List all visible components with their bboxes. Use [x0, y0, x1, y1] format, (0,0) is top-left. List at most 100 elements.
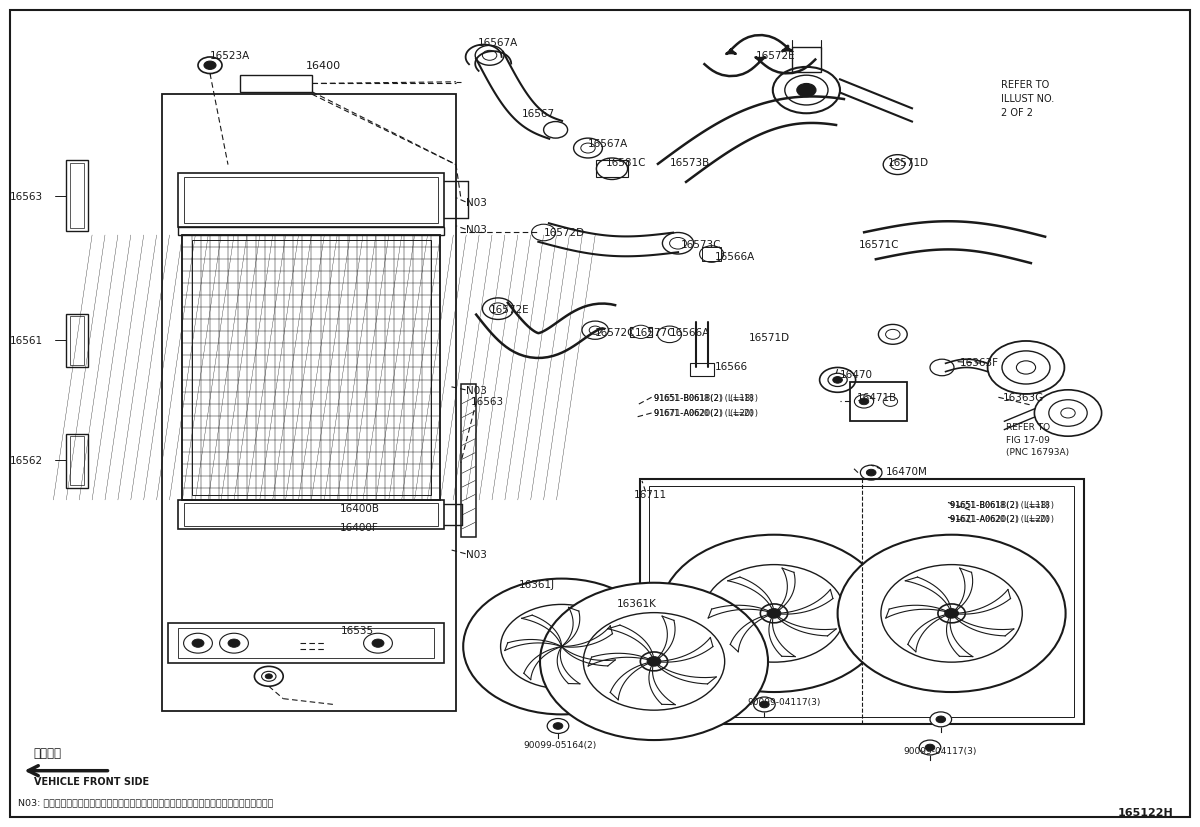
Circle shape [828, 374, 847, 387]
Circle shape [820, 368, 856, 393]
Circle shape [596, 159, 628, 180]
Circle shape [860, 466, 882, 480]
Bar [70, 437, 84, 485]
Circle shape [883, 397, 898, 407]
Text: 91671-A0620(2) (L=20): 91671-A0620(2) (L=20) [950, 515, 1056, 523]
Bar [70, 164, 84, 229]
Text: 16571D: 16571D [888, 158, 929, 168]
Text: 車両前方: 車両前方 [34, 746, 61, 759]
Text: 16566A: 16566A [715, 251, 756, 261]
Circle shape [540, 583, 768, 740]
Bar [184, 178, 438, 223]
Bar [702, 248, 721, 261]
Circle shape [544, 122, 568, 139]
Bar [461, 385, 476, 538]
Text: 91651-B0618(2) (L=18): 91651-B0618(2) (L=18) [654, 394, 760, 402]
Circle shape [532, 225, 556, 241]
Text: 16563: 16563 [10, 192, 43, 202]
Text: 91651-B0618(2) (L=18): 91651-B0618(2) (L=18) [950, 500, 1056, 509]
Circle shape [547, 719, 569, 734]
Text: 16361J: 16361J [518, 579, 554, 589]
Bar [690, 364, 714, 376]
Text: 16567: 16567 [522, 109, 556, 119]
Text: N03: N03 [466, 225, 486, 235]
Bar [184, 504, 438, 526]
Bar [240, 76, 312, 93]
Circle shape [919, 740, 941, 755]
Circle shape [838, 535, 1066, 692]
Bar [182, 236, 440, 500]
Text: 16572D: 16572D [544, 228, 584, 238]
Text: 16572E: 16572E [490, 304, 529, 314]
Bar [596, 161, 628, 178]
Circle shape [988, 342, 1064, 394]
Circle shape [372, 639, 384, 648]
Circle shape [364, 633, 392, 653]
Circle shape [859, 399, 869, 405]
Text: 16471B: 16471B [857, 393, 898, 403]
Circle shape [700, 246, 724, 263]
Circle shape [761, 605, 787, 623]
Text: 16363F: 16363F [960, 357, 998, 367]
Circle shape [1034, 390, 1102, 437]
Text: 16535: 16535 [341, 625, 374, 635]
Bar [192, 241, 431, 495]
Text: 91651-B0618(2) (L=18): 91651-B0618(2) (L=18) [654, 394, 754, 402]
Circle shape [936, 716, 946, 723]
Circle shape [641, 653, 667, 671]
Circle shape [866, 470, 876, 476]
Bar [630, 327, 652, 337]
Circle shape [854, 395, 874, 409]
Circle shape [574, 139, 602, 159]
Bar [178, 174, 444, 227]
Text: REFER TO
FIG 17-09
(PNC 16793A): REFER TO FIG 17-09 (PNC 16793A) [1006, 423, 1069, 457]
Circle shape [553, 723, 563, 729]
Circle shape [204, 62, 216, 70]
Text: 16567A: 16567A [588, 139, 629, 149]
Text: 16571C: 16571C [859, 240, 900, 250]
Text: 91671-A0620(2) (L=20): 91671-A0620(2) (L=20) [950, 515, 1050, 523]
Text: 90099-04117(3): 90099-04117(3) [748, 697, 821, 705]
Text: 90099-05164(2): 90099-05164(2) [523, 740, 596, 748]
Bar [168, 624, 444, 663]
Text: 16711: 16711 [634, 490, 667, 500]
Circle shape [631, 326, 650, 339]
Text: 16572E: 16572E [756, 51, 796, 61]
Text: 16361K: 16361K [617, 598, 656, 608]
Text: 16573C: 16573C [680, 240, 721, 250]
Circle shape [773, 68, 840, 114]
Circle shape [658, 327, 682, 343]
Bar [640, 480, 1084, 724]
Bar [178, 629, 434, 658]
Circle shape [1016, 361, 1036, 375]
Text: 16566: 16566 [715, 361, 749, 371]
Circle shape [878, 325, 907, 345]
Circle shape [662, 233, 694, 255]
Text: 16470M: 16470M [886, 466, 928, 476]
Circle shape [192, 639, 204, 648]
Circle shape [760, 701, 769, 708]
Text: 16567A: 16567A [478, 38, 518, 48]
Text: 16581C: 16581C [606, 158, 647, 168]
Text: 16561: 16561 [10, 336, 43, 346]
Circle shape [647, 657, 661, 667]
Text: 16400F: 16400F [340, 523, 378, 533]
Circle shape [184, 633, 212, 653]
Circle shape [482, 299, 514, 320]
Circle shape [198, 58, 222, 74]
Text: 91671-A0620(2) (L=20): 91671-A0620(2) (L=20) [654, 409, 760, 418]
Text: 91651-B0618(2) (L=18): 91651-B0618(2) (L=18) [950, 500, 1050, 509]
Text: 16563: 16563 [470, 397, 504, 407]
Bar [792, 48, 821, 73]
Text: N03: N03 [466, 385, 486, 395]
Text: 165122H: 165122H [1118, 807, 1174, 817]
Circle shape [944, 609, 959, 619]
Circle shape [797, 84, 816, 98]
Circle shape [660, 535, 888, 692]
Circle shape [930, 360, 954, 376]
Text: 90099-04117(3): 90099-04117(3) [904, 747, 977, 755]
Circle shape [1061, 409, 1075, 418]
Text: 16523A: 16523A [210, 51, 251, 61]
Bar [649, 486, 1074, 717]
Text: 16562: 16562 [10, 456, 43, 466]
